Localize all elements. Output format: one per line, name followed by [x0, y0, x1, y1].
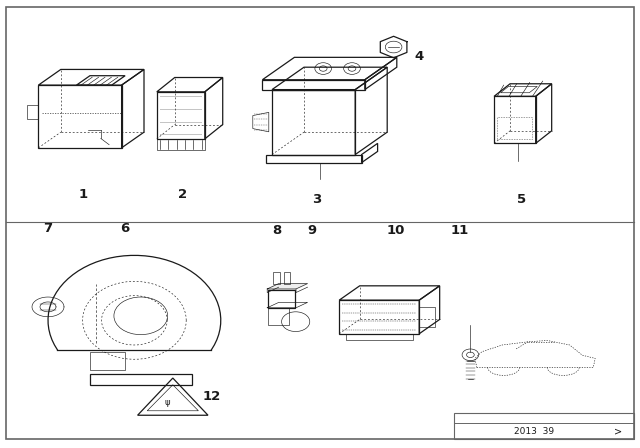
- Text: 9: 9: [307, 224, 316, 237]
- Text: >: >: [614, 426, 621, 436]
- Text: 1: 1: [79, 188, 88, 202]
- Text: 6: 6: [120, 222, 129, 235]
- Text: ψ: ψ: [165, 398, 170, 407]
- Text: 5: 5: [517, 193, 526, 206]
- Text: 7: 7: [44, 222, 52, 235]
- Text: 12: 12: [202, 390, 220, 403]
- Text: 2: 2: [178, 188, 187, 202]
- Text: 3: 3: [312, 193, 321, 206]
- Text: 10: 10: [387, 224, 404, 237]
- Text: 2013  39: 2013 39: [515, 427, 554, 436]
- Text: 8: 8: [272, 224, 281, 237]
- Text: 11: 11: [451, 224, 468, 237]
- Text: 4: 4: [415, 49, 424, 63]
- Polygon shape: [268, 284, 308, 289]
